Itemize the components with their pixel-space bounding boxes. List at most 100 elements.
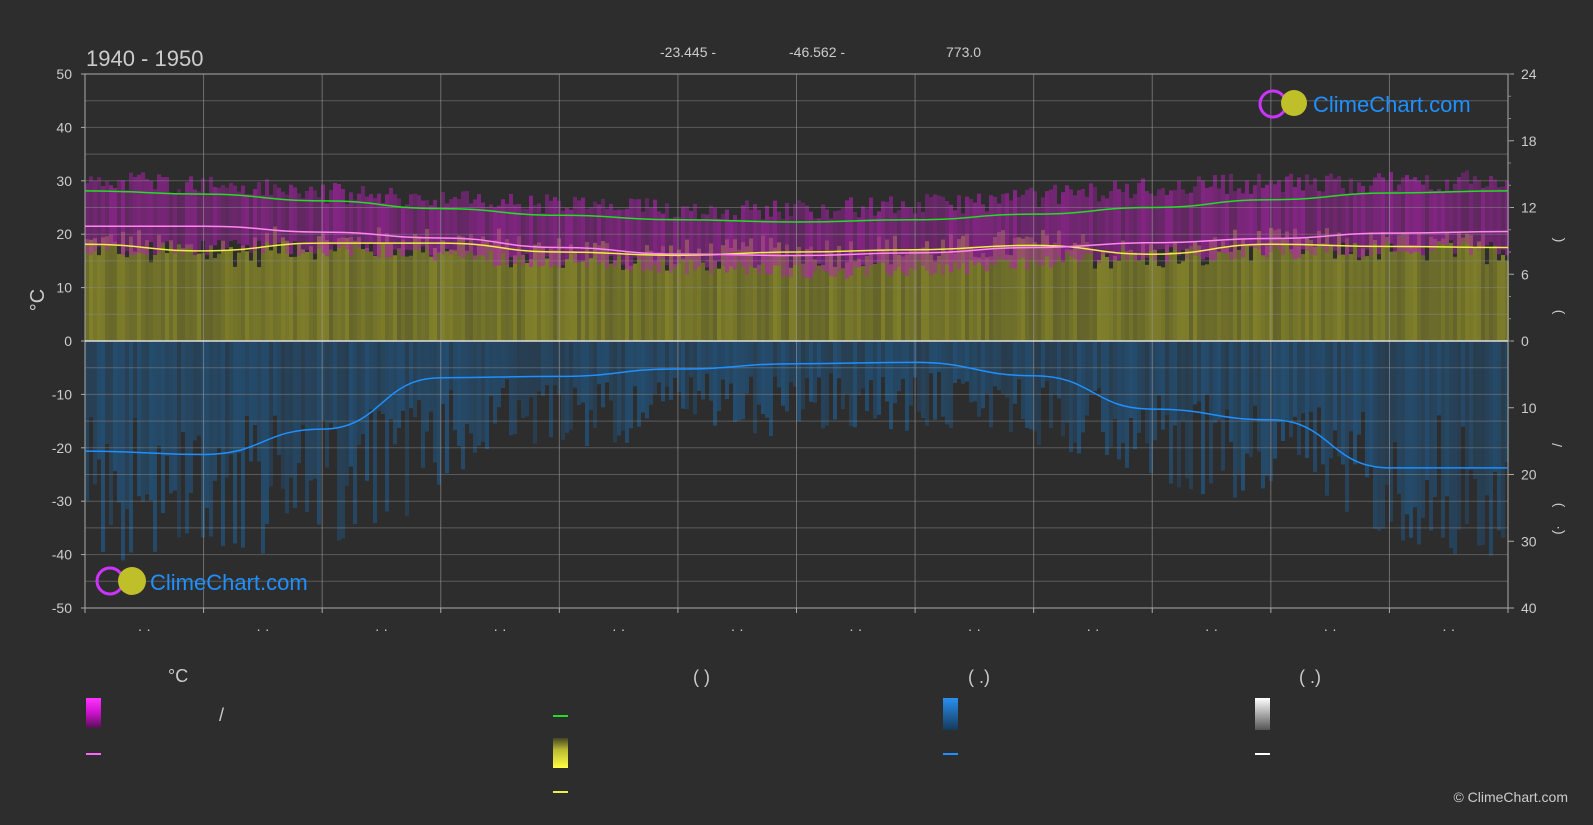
precip-bar (1337, 341, 1341, 457)
sunshine-bar (773, 247, 777, 341)
precip-bar (957, 341, 961, 380)
precip-bar (1421, 341, 1425, 518)
sunshine-bar (561, 267, 565, 341)
temp-range-bar (837, 210, 841, 272)
sunshine-bar (421, 252, 425, 341)
precip-bar (801, 341, 805, 410)
sunshine-bar (1065, 249, 1069, 341)
precip-bar (389, 341, 393, 420)
sunshine-bar (397, 248, 401, 341)
sunshine-bar (873, 263, 877, 341)
temp-range-bar (1085, 196, 1089, 253)
temp-range-bar (341, 188, 345, 245)
precip-bar (1025, 341, 1029, 428)
temp-range-bar (649, 207, 653, 271)
precip-bar (257, 341, 261, 462)
sunshine-bar (833, 266, 837, 341)
sunshine-bar (541, 246, 545, 341)
logo-text: ClimeChart.com (1313, 92, 1471, 117)
precip-bar (825, 341, 829, 426)
temp-range-bar (1029, 187, 1033, 259)
precip-bar (309, 341, 313, 481)
precip-bar (157, 341, 161, 446)
temp-range-bar (713, 208, 717, 268)
temp-range-bar (601, 198, 605, 262)
precip-bar (381, 341, 385, 414)
y-tick-label: -10 (52, 386, 72, 402)
temp-range-bar (449, 199, 453, 255)
logo-top: ClimeChart.com (1258, 89, 1471, 119)
temp-range-bar (253, 189, 257, 251)
temp-range-bar (1497, 187, 1501, 255)
sunshine-bar (681, 258, 685, 341)
sunshine-bar (1445, 231, 1449, 341)
sunshine-bar (1089, 250, 1093, 341)
temp-range-bar (1089, 183, 1093, 254)
sunshine-bar (1025, 236, 1029, 341)
series-line-sunshine (84, 242, 1509, 257)
sunshine-bar (473, 255, 477, 341)
precip-bar (373, 341, 377, 524)
sunshine-bar (797, 246, 801, 341)
temp-range-bar (373, 198, 377, 256)
precip-bar (1417, 341, 1421, 545)
temp-range-bar (489, 204, 493, 252)
sunshine-bar (1401, 232, 1405, 341)
precip-bar (973, 341, 977, 402)
sunshine-bar (621, 269, 625, 341)
precip-bar (1169, 341, 1173, 484)
sunshine-bar (153, 254, 157, 341)
sunshine-bar (613, 260, 617, 341)
sunshine-bar (937, 255, 941, 341)
precip-bar (541, 341, 545, 396)
precip-bar (457, 341, 461, 446)
sunshine-bar (149, 262, 153, 341)
temp-range-bar (393, 194, 397, 250)
sunshine-bar (1249, 260, 1253, 341)
sunshine-bar (809, 246, 813, 341)
precip-bar (765, 341, 769, 418)
temp-range-bar (1481, 188, 1485, 248)
logo-globe-icon (118, 567, 146, 595)
precip-bar (1177, 341, 1181, 488)
sunshine-bar (629, 265, 633, 341)
temp-range-bar (1137, 182, 1141, 260)
precip-bar (1229, 341, 1233, 442)
sunshine-bar (741, 242, 745, 341)
sunshine-bar (1233, 229, 1237, 341)
precip-bar (105, 341, 109, 444)
precip-bar (861, 341, 865, 389)
temp-range-bar (517, 203, 521, 257)
sunshine-bar (257, 267, 261, 341)
sunshine-bar (745, 246, 749, 341)
precip-bar (641, 341, 645, 413)
temp-range-bar (701, 213, 705, 261)
temp-range-bar (493, 207, 497, 266)
precip-bar (761, 341, 765, 414)
precip-bar (881, 341, 885, 378)
precip-bar (509, 341, 513, 436)
sunshine-bar (205, 259, 209, 341)
sunshine-bar (1073, 242, 1077, 341)
temp-range-bar (921, 212, 925, 266)
precip-bar (669, 341, 673, 400)
precip-bar (1157, 341, 1161, 396)
precip-bar (1277, 341, 1281, 423)
temp-range-bar (1493, 179, 1497, 247)
temp-range-bar (769, 216, 773, 275)
legend: °C ( ) ( .) ( .) / (86, 666, 1321, 793)
temp-range-bar (709, 205, 713, 274)
precip-bar (1153, 341, 1157, 441)
temp-range-bar (925, 193, 929, 271)
sunshine-bar (665, 270, 669, 341)
precip-bar (1145, 341, 1149, 444)
temp-range-bar (1393, 190, 1397, 253)
sunshine-bar (97, 255, 101, 341)
sunshine-bar (849, 241, 853, 341)
temp-range-bar (281, 191, 285, 242)
temp-range-bar (1413, 177, 1417, 252)
sunshine-bar (609, 263, 613, 341)
precip-bar (501, 341, 505, 388)
sunshine-bar (1325, 228, 1329, 341)
sunshine-bar (981, 252, 985, 341)
